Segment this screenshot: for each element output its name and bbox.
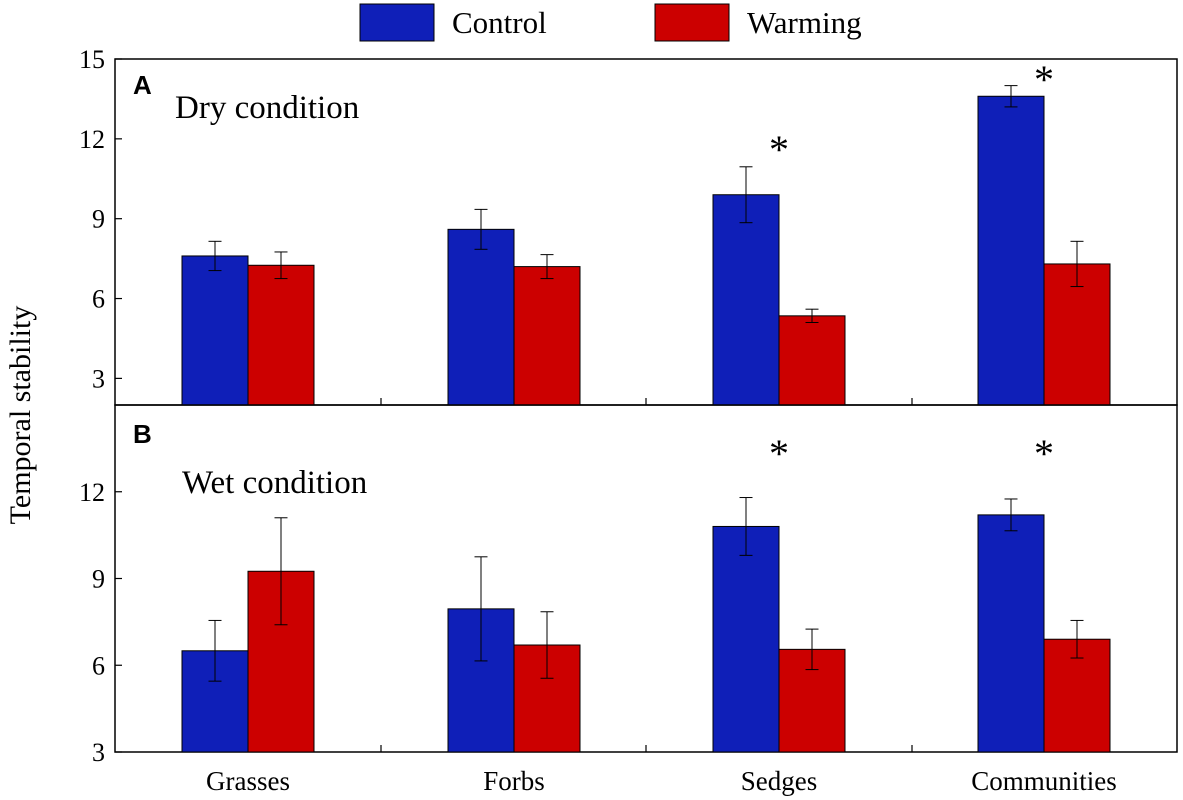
y-axis-label: Temporal stability — [4, 306, 37, 525]
error-bar — [805, 628, 819, 671]
x-tick-label: Communities — [971, 766, 1117, 796]
error-bar — [274, 251, 288, 280]
y-tick-label: 9 — [92, 565, 105, 594]
error-bar — [1004, 85, 1018, 108]
error-bar — [208, 240, 222, 272]
bar-warming — [778, 315, 846, 406]
error-bar — [1070, 240, 1084, 288]
panel-a-dry: A Dry condition 3 6 9 12 15 * * — [79, 45, 1178, 406]
legend-label-warming: Warming — [747, 5, 862, 40]
bar-control — [712, 525, 780, 753]
significance-marker: * — [1034, 431, 1054, 476]
y-tick-label: 3 — [92, 364, 105, 393]
error-bar — [208, 619, 222, 682]
y-tick-label: 6 — [92, 651, 105, 680]
y-tick-label: 12 — [79, 478, 105, 507]
x-tick-label: Forbs — [483, 766, 545, 796]
y-tick-label: 15 — [79, 45, 105, 74]
bar-control — [447, 228, 515, 406]
bar-warming — [513, 266, 581, 406]
bar-warming — [1043, 263, 1111, 406]
error-bar — [1004, 498, 1018, 532]
x-tick-label: Grasses — [206, 766, 290, 796]
significance-marker: * — [1034, 57, 1054, 102]
error-bar — [474, 208, 488, 250]
bar-control — [181, 255, 249, 406]
significance-marker: * — [769, 127, 789, 172]
y-tick-label: 6 — [92, 285, 105, 314]
legend-swatch-warming — [654, 3, 730, 42]
error-bar — [540, 254, 554, 280]
legend-swatch-control — [359, 3, 435, 42]
x-tick-label: Sedges — [741, 766, 818, 796]
panel-a-letter: A — [133, 70, 152, 100]
bar-control — [977, 514, 1045, 753]
bar-control — [977, 95, 1045, 406]
significance-marker: * — [769, 431, 789, 476]
bar-warming — [247, 264, 315, 406]
y-tick-label: 3 — [92, 738, 105, 767]
error-bar — [474, 556, 488, 662]
panel-b-title: Wet condition — [182, 465, 367, 501]
panel-b-letter: B — [133, 419, 152, 449]
x-axis: Grasses Forbs Sedges Communities — [206, 766, 1117, 796]
error-bar — [1070, 619, 1084, 659]
panel-b-wet: B Wet condition 3 6 9 12 * * — [79, 404, 1178, 767]
legend: Control Warming — [359, 3, 862, 42]
error-bar — [274, 517, 288, 626]
legend-label-control: Control — [452, 5, 547, 40]
error-bar — [805, 308, 819, 323]
panel-a-title: Dry condition — [175, 90, 359, 126]
y-tick-label: 9 — [92, 205, 105, 234]
error-bar — [739, 497, 753, 556]
y-tick-label: 12 — [79, 125, 105, 154]
error-bar — [540, 611, 554, 679]
error-bar — [739, 166, 753, 224]
bar-control — [712, 194, 780, 406]
